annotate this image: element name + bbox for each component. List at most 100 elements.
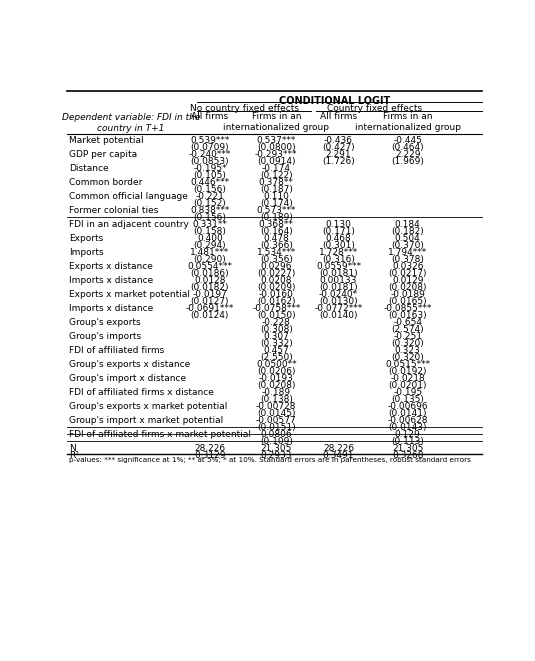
Text: Distance: Distance [69,164,109,173]
Text: (2.574): (2.574) [392,325,424,334]
Text: 21,305: 21,305 [261,444,292,453]
Text: (0.366): (0.366) [260,241,293,250]
Text: (0.158): (0.158) [194,227,226,236]
Text: (0.0186): (0.0186) [190,269,229,278]
Text: (0.427): (0.427) [322,143,355,152]
Text: 0.110: 0.110 [263,192,289,201]
Text: (0.0206): (0.0206) [257,367,295,375]
Text: (0.189): (0.189) [260,213,293,222]
Text: Common official language: Common official language [69,192,188,201]
Text: -0.0218: -0.0218 [391,373,425,383]
Text: (0.316): (0.316) [322,254,355,264]
Text: (0.0217): (0.0217) [388,269,427,278]
Text: Former colonial ties: Former colonial ties [69,206,158,215]
Text: 0.0500**: 0.0500** [256,360,296,369]
Text: -0.0758***: -0.0758*** [252,304,301,313]
Text: (0.294): (0.294) [194,241,226,250]
Text: 0.0806: 0.0806 [261,430,292,439]
Text: 0.3129: 0.3129 [194,451,226,460]
Text: 0.504: 0.504 [395,234,421,243]
Text: (1.969): (1.969) [391,157,424,166]
Text: 1.728***: 1.728*** [319,248,358,256]
Text: (2.550): (2.550) [260,353,293,362]
Text: Group's exports x distance: Group's exports x distance [69,360,190,369]
Text: 0.130: 0.130 [325,220,351,229]
Text: Firms in an
internationalized group: Firms in an internationalized group [355,112,461,132]
Text: (0.0124): (0.0124) [191,311,229,320]
Text: 0.0326: 0.0326 [392,262,423,271]
Text: Group's import x market potential: Group's import x market potential [69,416,223,425]
Text: 0.331**: 0.331** [193,220,227,229]
Text: 2.229: 2.229 [395,150,421,159]
Text: -0.221: -0.221 [195,192,224,201]
Text: FDI of affiliated firms x distance: FDI of affiliated firms x distance [69,388,214,397]
Text: -0.0197: -0.0197 [193,290,227,299]
Text: (0.0227): (0.0227) [257,269,295,278]
Text: -0.00728: -0.00728 [256,402,296,410]
Text: (0.0162): (0.0162) [257,297,295,306]
Text: 0.0128: 0.0128 [194,276,226,285]
Text: (0.174): (0.174) [260,199,293,208]
Text: (0.301): (0.301) [322,241,355,250]
Text: Group's imports: Group's imports [69,332,141,341]
Text: (0.0201): (0.0201) [388,381,427,390]
Text: (0.0181): (0.0181) [319,269,358,278]
Text: 21,305: 21,305 [392,444,423,453]
Text: GDP per capita: GDP per capita [69,150,137,159]
Text: 0.00133: 0.00133 [320,276,357,285]
Text: -0.00696: -0.00696 [387,402,428,410]
Text: (0.187): (0.187) [260,185,293,194]
Text: -0.195*: -0.195* [193,164,227,173]
Text: (0.156): (0.156) [194,185,226,194]
Text: -0.0189: -0.0189 [390,290,425,299]
Text: 1.481***: 1.481*** [190,248,230,256]
Text: -0.189: -0.189 [262,388,291,397]
Text: (0.171): (0.171) [322,227,355,236]
Text: -0.293***: -0.293*** [255,150,297,159]
Text: -0.0160: -0.0160 [259,290,294,299]
Text: (1.726): (1.726) [322,157,355,166]
Text: (0.182): (0.182) [391,227,424,236]
Text: Country fixed effects: Country fixed effects [327,104,422,113]
Text: (0.290): (0.290) [194,254,226,264]
Text: 0.478: 0.478 [263,234,289,243]
Text: (0.0151): (0.0151) [257,423,295,432]
Text: R²: R² [69,451,79,460]
Text: 0.0129: 0.0129 [392,276,423,285]
Text: -0.436: -0.436 [324,136,353,145]
Text: (0.0800): (0.0800) [257,143,295,152]
Text: 0.307: 0.307 [263,332,289,341]
Text: 0.0208: 0.0208 [261,276,292,285]
Text: -0.251: -0.251 [393,332,422,341]
Text: 0.0296: 0.0296 [261,262,292,271]
Text: -0.445: -0.445 [393,136,422,145]
Text: (0.0209): (0.0209) [257,283,295,292]
Text: 0.184: 0.184 [395,220,421,229]
Text: -0.228: -0.228 [262,318,291,327]
Text: (0.0141): (0.0141) [388,408,427,418]
Text: -0.0193: -0.0193 [259,373,294,383]
Text: -0.0240*: -0.0240* [319,290,358,299]
Text: 0.400: 0.400 [197,234,223,243]
Text: Group's exports x market potential: Group's exports x market potential [69,402,227,410]
Text: Imports: Imports [69,248,104,256]
Text: All firms: All firms [192,112,228,122]
Text: (0.320): (0.320) [391,353,424,362]
Text: p-values: *** significance at 1%; ** at 5%; * at 10%. Standard errors are in par: p-values: *** significance at 1%; ** at … [69,457,471,463]
Text: (0.0143): (0.0143) [388,423,427,432]
Text: -0.0855***: -0.0855*** [384,304,432,313]
Text: -0.240***: -0.240*** [189,150,231,159]
Text: (0.0914): (0.0914) [257,157,295,166]
Text: 0.468: 0.468 [326,234,351,243]
Text: 28,226: 28,226 [323,444,354,453]
Text: (0.308): (0.308) [260,325,293,334]
Text: 0.2933: 0.2933 [261,451,292,460]
Text: -0.654: -0.654 [393,318,422,327]
Text: (0.152): (0.152) [194,199,226,208]
Text: -0.195: -0.195 [393,388,422,397]
Text: 0.368**: 0.368** [259,220,294,229]
Text: FDI of affiliated firms x market potential: FDI of affiliated firms x market potenti… [69,430,251,439]
Text: -0.00577: -0.00577 [256,416,296,425]
Text: No country fixed effects: No country fixed effects [190,104,299,113]
Text: (0.135): (0.135) [391,395,424,404]
